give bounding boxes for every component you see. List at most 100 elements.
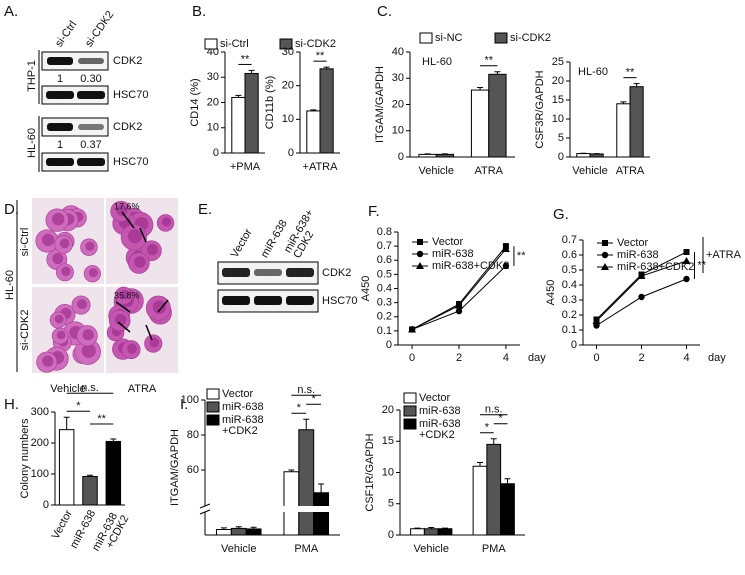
y-tick-label: 20: [552, 75, 564, 87]
marker: [502, 262, 510, 270]
significance: **: [97, 413, 106, 425]
error-bar: [477, 462, 483, 467]
legend-label: si-NC: [435, 32, 463, 44]
bar: [244, 72, 259, 154]
arrow: [121, 211, 135, 229]
nucleus: [82, 329, 94, 341]
blot-a: si-Ctrl si-CDK2 THP-1 HL-60 CDK2 1 0.30 …: [26, 9, 148, 172]
legend-marker: [416, 250, 424, 258]
blot-box: [41, 152, 109, 172]
x-tick-label: Vector: [50, 508, 75, 541]
panel-label: G.: [553, 206, 569, 223]
error-bar: [235, 526, 242, 529]
line: [411, 265, 507, 330]
significance: **: [484, 55, 493, 67]
nucleus: [61, 266, 71, 277]
bar: [82, 475, 98, 506]
y-tick-label: 30: [207, 71, 219, 83]
panel-label: A.: [4, 3, 18, 20]
nucleus: [76, 299, 88, 310]
y-axis-label: CSF3R/GAPDH: [534, 70, 546, 148]
bar: [500, 483, 515, 536]
legend-swatch: [206, 401, 220, 413]
band: [77, 91, 105, 99]
nucleus: [54, 314, 64, 324]
nucleus: [146, 244, 158, 256]
annotation: HL-60: [422, 56, 452, 68]
error-bar: [235, 94, 242, 98]
x-tick-label: 0: [593, 352, 599, 364]
y-tick-label: 25: [552, 56, 564, 68]
y-axis-label: ITGAM/GAPDH: [374, 66, 386, 143]
bar: [215, 529, 232, 536]
error-bar: [87, 474, 93, 477]
significance: **: [241, 53, 250, 65]
bar: [576, 153, 591, 158]
bar: [313, 492, 330, 536]
nucleus: [81, 343, 96, 358]
marker: [501, 244, 510, 252]
panel-label: F.: [368, 203, 380, 220]
y-tick-label: 30: [282, 46, 294, 58]
legend-label: Vector: [432, 236, 464, 248]
y-tick-label: 15: [382, 435, 394, 447]
blot-column: miR-638: [259, 218, 290, 260]
x-tick-label: ATRA: [616, 165, 645, 177]
y-axis-label: ITGAM/GAPDH: [169, 429, 181, 506]
legend-note: +ATRA: [706, 249, 742, 261]
axis-break: [200, 506, 341, 512]
legend-label: miR-638 +CDK2: [222, 414, 267, 437]
band: [222, 268, 250, 277]
y-tick-label: 0.1: [562, 324, 577, 336]
x-tick-label: 0: [409, 352, 415, 364]
protein-label: HSC70: [113, 89, 148, 101]
legend-swatch: [403, 392, 417, 404]
y-tick-label: 20: [382, 404, 394, 416]
y-tick-label: 0.5: [562, 264, 577, 276]
blot-box: [41, 51, 109, 71]
bar: [418, 153, 437, 158]
y-tick-label: 0: [558, 151, 564, 163]
cell-line: HL-60: [26, 128, 38, 158]
nucleus: [52, 253, 64, 265]
x-tick-label: Vehicle: [572, 165, 607, 177]
y-tick-label: 80: [187, 429, 199, 441]
legend-marker: [601, 263, 609, 270]
x-tick-label: 4: [503, 352, 509, 364]
nucleus: [88, 268, 98, 278]
x-tick-label: Vehicle: [221, 543, 256, 555]
legend-label: si-CDK2: [510, 32, 551, 44]
y-tick-label: 30: [392, 72, 404, 84]
legend-swatch: [279, 38, 293, 50]
bar: [306, 110, 321, 154]
band: [254, 269, 282, 276]
protein-label: HSC70: [322, 295, 357, 307]
nucleus: [127, 343, 138, 354]
nucleus: [42, 355, 54, 367]
x-axis-label: day: [708, 352, 726, 364]
band: [77, 158, 105, 166]
bar: [435, 153, 455, 158]
y-tick-label: 300: [31, 406, 49, 418]
y-tick-label: 0.3: [562, 294, 577, 306]
x-tick-label: +PMA: [230, 161, 261, 173]
error-bar: [504, 478, 511, 484]
error-bar: [620, 101, 627, 104]
nucleus: [59, 238, 70, 249]
marker: [638, 293, 645, 301]
bar: [423, 528, 439, 536]
legend-label: Vector: [222, 388, 254, 400]
significance: **: [517, 250, 526, 262]
legend-label: miR-638+CDK2: [617, 261, 694, 273]
legend-label: miR-638 +CDK2: [419, 418, 464, 441]
y-tick-label: 20: [392, 98, 404, 110]
break-mark: [199, 503, 211, 515]
x-axis-label: day: [528, 352, 546, 364]
y-tick-label: 0: [43, 499, 49, 511]
x-tick-label: ATRA: [474, 165, 503, 177]
error-bar: [288, 469, 295, 472]
significance: n.s.: [297, 384, 315, 396]
y-tick-label: 100: [31, 468, 49, 480]
